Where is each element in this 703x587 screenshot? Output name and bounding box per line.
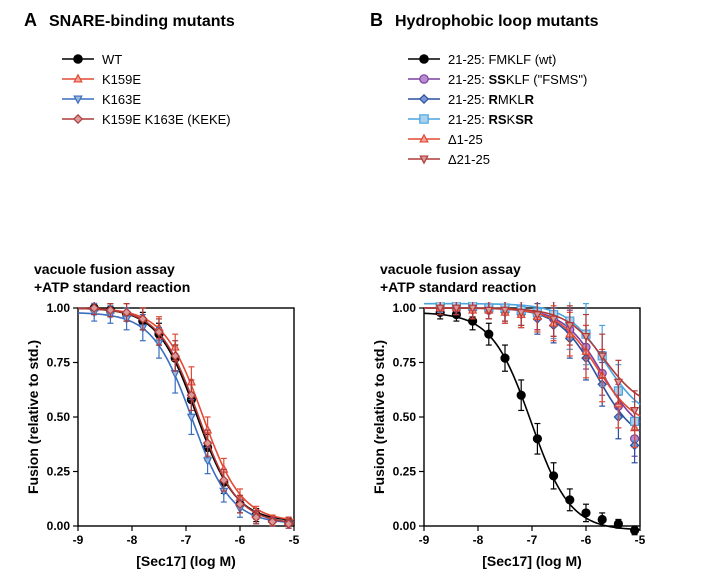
panel-b-letter: B	[370, 10, 383, 31]
legend-swatch	[62, 72, 94, 86]
legend-swatch	[408, 52, 440, 66]
svg-text:0.00: 0.00	[47, 519, 71, 533]
svg-text:-9: -9	[419, 533, 430, 547]
chart-a-title-line1: vacuole fusion assay	[34, 261, 175, 277]
legend-label: 21-25: SSKLF ("FSMS")	[448, 72, 587, 87]
svg-text:0.25: 0.25	[47, 465, 71, 479]
legend-item: K163E	[62, 89, 344, 109]
legend-label: 21-25: FMKLF (wt)	[448, 52, 556, 67]
legend-swatch	[408, 112, 440, 126]
chart-b-title-line2: +ATP standard reaction	[380, 279, 536, 295]
legend-label: K163E	[102, 92, 141, 107]
legend-label: Δ21-25	[448, 152, 490, 167]
legend-swatch	[408, 72, 440, 86]
legend-label: 21-25: RMKLR	[448, 92, 534, 107]
legend-swatch	[62, 92, 94, 106]
panel-a: A SNARE-binding mutants WT K159E K163E K159…	[24, 10, 344, 147]
chart-b-title: vacuole fusion assay +ATP standard react…	[380, 260, 650, 296]
chart-a-title: vacuole fusion assay +ATP standard react…	[34, 260, 304, 296]
legend-swatch	[408, 92, 440, 106]
legend-label: WT	[102, 52, 122, 67]
svg-text:0.50: 0.50	[47, 410, 71, 424]
legend-swatch	[62, 52, 94, 66]
panel-a-letter: A	[24, 10, 37, 31]
svg-text:-7: -7	[527, 533, 538, 547]
svg-text:0.25: 0.25	[393, 465, 417, 479]
panel-a-legend: WT K159E K163E K159E K163E (KEKE)	[62, 49, 344, 129]
svg-text:0.75: 0.75	[47, 356, 71, 370]
svg-text:-8: -8	[473, 533, 484, 547]
svg-text:-6: -6	[235, 533, 246, 547]
svg-text:-5: -5	[289, 533, 300, 547]
legend-item: WT	[62, 49, 344, 69]
svg-text:[Sec17] (log M): [Sec17] (log M)	[482, 553, 582, 569]
panel-a-header: A SNARE-binding mutants	[24, 10, 344, 31]
legend-swatch	[408, 152, 440, 166]
svg-text:0.50: 0.50	[393, 410, 417, 424]
svg-text:[Sec17] (log M): [Sec17] (log M)	[136, 553, 236, 569]
panel-b: B Hydrophobic loop mutants 21-25: FMKLF …	[370, 10, 690, 187]
svg-text:0.00: 0.00	[393, 519, 417, 533]
chart-b-title-line1: vacuole fusion assay	[380, 261, 521, 277]
legend-item: 21-25: RSKSR	[408, 109, 690, 129]
svg-text:0.75: 0.75	[393, 356, 417, 370]
svg-text:1.00: 1.00	[393, 302, 417, 315]
legend-label: K159E K163E (KEKE)	[102, 112, 231, 127]
svg-text:-7: -7	[181, 533, 192, 547]
legend-item: 21-25: RMKLR	[408, 89, 690, 109]
chart-a-title-line2: +ATP standard reaction	[34, 279, 190, 295]
chart-b-block: vacuole fusion assay +ATP standard react…	[370, 260, 650, 587]
svg-text:1.00: 1.00	[47, 302, 71, 315]
panel-a-title: SNARE-binding mutants	[49, 13, 235, 31]
legend-item: 21-25: FMKLF (wt)	[408, 49, 690, 69]
legend-item: Δ1-25	[408, 129, 690, 149]
chart-a-block: vacuole fusion assay +ATP standard react…	[24, 260, 304, 587]
svg-text:Fusion (relative to std.): Fusion (relative to std.)	[25, 340, 41, 494]
legend-label: Δ1-25	[448, 132, 483, 147]
panel-b-legend: 21-25: FMKLF (wt) 21-25: SSKLF ("FSMS") 21…	[408, 49, 690, 169]
legend-label: K159E	[102, 72, 141, 87]
chart-b-svg: -9-8-7-6-50.000.250.500.751.00[Sec17] (l…	[370, 302, 650, 582]
svg-text:-9: -9	[73, 533, 84, 547]
legend-item: Δ21-25	[408, 149, 690, 169]
svg-text:-6: -6	[581, 533, 592, 547]
legend-item: 21-25: SSKLF ("FSMS")	[408, 69, 690, 89]
legend-swatch	[408, 132, 440, 146]
panel-b-header: B Hydrophobic loop mutants	[370, 10, 690, 31]
legend-swatch	[62, 112, 94, 126]
legend-item: K159E K163E (KEKE)	[62, 109, 344, 129]
panel-b-title: Hydrophobic loop mutants	[395, 13, 599, 31]
legend-item: K159E	[62, 69, 344, 89]
svg-text:Fusion (relative to std.): Fusion (relative to std.)	[371, 340, 387, 494]
legend-label: 21-25: RSKSR	[448, 112, 533, 127]
svg-text:-8: -8	[127, 533, 138, 547]
chart-a-svg: -9 -8 -7 -6 -5 0.00 0.25 0.50 0.75 1.00 [Sec17] (l…	[24, 302, 304, 582]
